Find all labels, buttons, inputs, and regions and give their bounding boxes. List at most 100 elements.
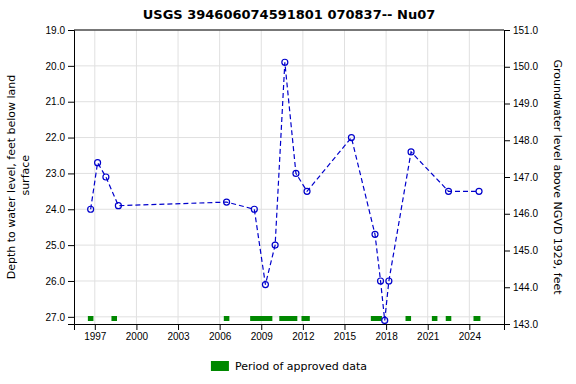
tick: 2015 xyxy=(334,324,357,342)
tick-label: 22.0 xyxy=(46,132,66,143)
tick-mark xyxy=(504,324,510,325)
tick: 150.0 xyxy=(504,61,538,72)
grid-line-y xyxy=(74,137,504,138)
tick: 20.0 xyxy=(46,61,74,72)
tick-label: 2015 xyxy=(334,331,357,342)
tick-label: 143.0 xyxy=(513,319,538,330)
tick-mark xyxy=(504,67,510,68)
data-point xyxy=(293,170,299,176)
approved-span xyxy=(446,316,452,321)
tick-mark xyxy=(303,324,304,330)
tick: 145.0 xyxy=(504,245,538,256)
tick-label: 147.0 xyxy=(513,172,538,183)
legend: Period of approved data xyxy=(211,360,367,373)
tick-label: 2009 xyxy=(251,331,274,342)
grid-line-x xyxy=(344,30,345,324)
tick: 2018 xyxy=(375,324,398,342)
tick: 21.0 xyxy=(46,96,74,107)
y2-axis-line xyxy=(505,31,511,325)
data-point xyxy=(282,59,288,65)
plot: 1997200020032006200920122015201820212024… xyxy=(46,25,539,342)
grid-line-x xyxy=(302,30,303,324)
data-point xyxy=(115,203,121,209)
tick-label: 149.0 xyxy=(513,98,538,109)
grid-line-y xyxy=(74,173,504,174)
tick-mark xyxy=(428,324,429,330)
tick: 26.0 xyxy=(46,276,74,287)
tick: 24.0 xyxy=(46,204,74,215)
grid-line-x xyxy=(136,30,137,324)
data-point xyxy=(272,242,278,248)
data-point xyxy=(348,135,354,141)
data-point xyxy=(224,199,230,205)
data-point xyxy=(103,174,109,180)
tick-label: 27.0 xyxy=(46,312,66,323)
tick: 151.0 xyxy=(504,25,538,36)
tick-label: 26.0 xyxy=(46,276,66,287)
data-line xyxy=(91,62,479,320)
tick-label: 146.0 xyxy=(513,208,538,219)
frame-top xyxy=(74,30,504,31)
legend-label: Period of approved data xyxy=(235,360,367,373)
tick: 2000 xyxy=(126,324,149,342)
tick: 148.0 xyxy=(504,135,538,146)
data-point xyxy=(88,206,94,212)
tick-mark xyxy=(68,209,74,210)
tick-label: 2024 xyxy=(459,331,482,342)
data-point xyxy=(372,231,378,237)
approved-span xyxy=(88,316,94,321)
y-axis: 19.0 20.0 21.0 22.0 23.0 24.0 25.0 26.0 27.0 xyxy=(46,25,75,325)
tick-mark xyxy=(136,324,137,330)
tick-mark xyxy=(504,251,510,252)
approved-span xyxy=(432,316,438,321)
tick: 147.0 xyxy=(504,172,538,183)
tick-mark xyxy=(504,104,510,105)
chart: 1997200020032006200920122015201820212024… xyxy=(0,0,576,384)
y-axis-line xyxy=(68,31,75,325)
data-point xyxy=(262,282,268,288)
tick-label: 148.0 xyxy=(513,135,538,146)
tick: 23.0 xyxy=(46,168,74,179)
approved-span xyxy=(279,316,297,321)
tick-label: 19.0 xyxy=(46,25,66,36)
grid-line-x xyxy=(178,30,179,324)
approved-span xyxy=(250,316,272,321)
y2-axis: 143.0144.0145.0146.0147.0148.0149.0150.0… xyxy=(504,25,538,330)
tick: 2024 xyxy=(459,324,482,342)
x-axis-line xyxy=(75,325,505,331)
tick-label: 2003 xyxy=(167,331,190,342)
tick-mark xyxy=(261,324,262,330)
grid-line-x xyxy=(261,30,262,324)
tick-label: 2018 xyxy=(375,331,398,342)
tick: 149.0 xyxy=(504,98,538,109)
tick-mark xyxy=(344,324,345,330)
tick-mark xyxy=(95,324,96,330)
tick-label: 20.0 xyxy=(46,61,66,72)
tick-label: 21.0 xyxy=(46,96,66,107)
tick-label: 2000 xyxy=(126,331,149,342)
tick-mark xyxy=(504,177,510,178)
tick: 27.0 xyxy=(46,312,74,323)
marks xyxy=(88,59,482,323)
legend-swatch xyxy=(211,361,229,371)
tick: 25.0 xyxy=(46,240,74,251)
approved-span xyxy=(371,316,382,321)
tick-mark xyxy=(178,324,179,330)
grid-line-y xyxy=(74,280,504,281)
tick: 2021 xyxy=(417,324,440,342)
grid-line-x xyxy=(219,30,220,324)
grid xyxy=(74,30,504,324)
tick-mark xyxy=(68,66,74,67)
tick-label: 25.0 xyxy=(46,240,66,251)
x-axis: 1997200020032006200920122015201820212024 xyxy=(75,324,505,342)
approved-span xyxy=(473,316,480,321)
tick-mark xyxy=(386,324,387,330)
data-point xyxy=(95,160,101,166)
tick-label: 150.0 xyxy=(513,61,538,72)
tick: 143.0 xyxy=(504,319,538,330)
grid-line-x xyxy=(427,30,428,324)
y2-axis-label: Groundwater level above NGVD 1929, feet xyxy=(551,59,564,295)
y-axis-label: Depth to water level, feet below land su… xyxy=(5,75,31,280)
tick: 19.0 xyxy=(46,25,74,36)
grid-line-y xyxy=(74,245,504,246)
